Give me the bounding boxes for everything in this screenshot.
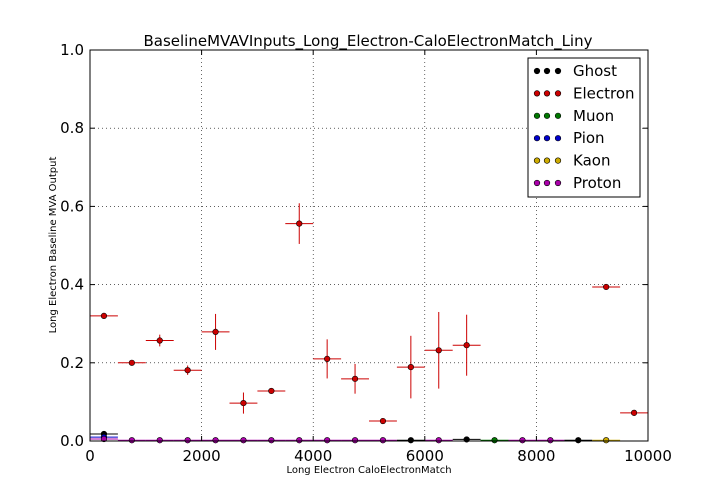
- y-tick-label: 0.8: [60, 119, 84, 137]
- legend-item-muon: Muon: [533, 107, 614, 125]
- data-point: [435, 437, 442, 444]
- legend-marker: [554, 157, 562, 164]
- x-tick-label: 0: [85, 447, 95, 465]
- series-kaon: [592, 437, 621, 444]
- y-tick-label: 0.4: [60, 276, 84, 294]
- series-muon: [480, 437, 509, 444]
- legend-label: Pion: [573, 129, 605, 147]
- data-point: [630, 409, 638, 416]
- data-point: [156, 337, 163, 344]
- data-point: [435, 347, 442, 354]
- legend-marker: [533, 179, 541, 187]
- legend-marker: [543, 157, 551, 164]
- y-tick-label: 1.0: [60, 41, 84, 59]
- y-tick-label: 0.6: [60, 197, 84, 215]
- legend-marker: [543, 135, 551, 142]
- legend-item-kaon: Kaon: [533, 152, 610, 170]
- legend-marker: [533, 135, 541, 142]
- data-point: [296, 437, 303, 444]
- data-point: [575, 437, 582, 444]
- legend-item-proton: Proton: [533, 174, 621, 192]
- data-point: [324, 437, 331, 444]
- data-point: [351, 437, 359, 444]
- series-electron: [90, 203, 648, 425]
- data-point: [212, 437, 219, 444]
- legend-label: Muon: [573, 107, 614, 125]
- data-point: [212, 328, 219, 336]
- data-point: [379, 437, 387, 444]
- data-point: [603, 437, 610, 444]
- data-point: [184, 437, 191, 444]
- data-point: [240, 399, 247, 407]
- y-axis-title: Long Electron Baseline MVA Output: [48, 157, 59, 334]
- legend-label: Electron: [573, 84, 635, 102]
- data-point: [407, 364, 414, 371]
- legend-marker: [533, 112, 541, 119]
- legend-marker: [543, 179, 551, 187]
- data-point: [156, 437, 163, 444]
- y-tick-label: 0.2: [60, 354, 84, 372]
- data-point: [184, 367, 191, 374]
- chart-title: BaselineMVAVInputs_Long_Electron-CaloEle…: [143, 32, 592, 51]
- y-tick-label: 0.0: [60, 432, 84, 450]
- series-ghost: [90, 430, 593, 444]
- data-point: [519, 437, 526, 444]
- data-point: [491, 437, 498, 444]
- data-point: [268, 437, 275, 444]
- legend-marker: [554, 112, 562, 119]
- data-point: [268, 387, 275, 395]
- legend-item-ghost: Ghost: [533, 62, 617, 80]
- data-point: [100, 435, 108, 443]
- legend-marker: [533, 90, 541, 97]
- x-tick-label: 2000: [183, 447, 221, 465]
- legend-marker: [554, 135, 562, 142]
- data-point: [407, 437, 414, 444]
- legend-marker: [533, 157, 541, 164]
- data-point: [547, 437, 554, 444]
- legend-marker: [554, 179, 562, 187]
- legend-label: Kaon: [573, 152, 610, 170]
- data-point: [463, 342, 470, 349]
- data-point: [128, 359, 135, 366]
- legend-item-electron: Electron: [533, 84, 635, 102]
- data-point: [603, 283, 610, 291]
- legend-marker: [543, 112, 551, 119]
- data-layer: [90, 203, 648, 444]
- x-axis-title: Long Electron CaloElectronMatch: [286, 465, 451, 476]
- legend: Ghost Electron Muon Pion Kaon Proton: [527, 57, 641, 198]
- data-point: [240, 437, 247, 444]
- series-proton: [90, 435, 565, 444]
- legend-frame: [527, 57, 641, 198]
- legend-marker: [533, 67, 541, 75]
- x-tick-label: 4000: [294, 447, 332, 465]
- data-point: [128, 437, 135, 444]
- x-tick-label: 6000: [406, 447, 444, 465]
- data-point: [379, 417, 387, 425]
- legend-marker: [543, 67, 551, 75]
- ticks: 0 2000 4000 6000 8000 10000 0.0 0.2 0.4 0.6 0.8 1.0: [60, 41, 672, 465]
- legend-label: Ghost: [573, 62, 617, 80]
- x-tick-label: 8000: [517, 447, 555, 465]
- legend-marker: [554, 90, 562, 97]
- legend-label: Proton: [573, 174, 621, 192]
- data-point: [296, 220, 303, 227]
- data-point: [351, 375, 359, 382]
- plot-area-frame: [89, 49, 649, 442]
- legend-marker: [554, 67, 562, 75]
- legend-marker: [543, 90, 551, 97]
- data-point: [100, 312, 108, 319]
- legend-item-pion: Pion: [533, 129, 605, 147]
- data-point: [324, 355, 331, 362]
- x-tick-label: 10000: [624, 447, 672, 465]
